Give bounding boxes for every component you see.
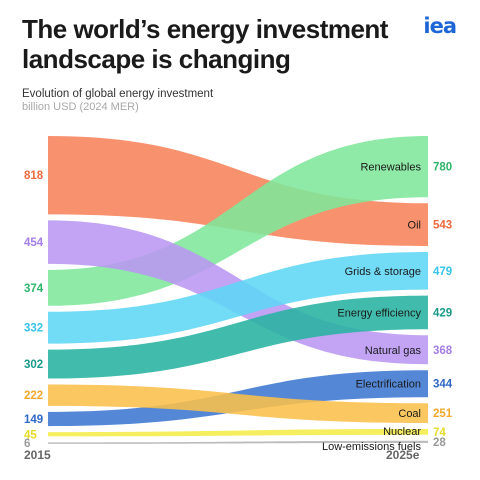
value-2025-coal: 251 — [433, 408, 453, 420]
series-label-low-emissions-fuels: Low-emissions fuels — [322, 441, 422, 453]
value-2025-energy-efficiency: 429 — [433, 307, 452, 319]
value-2015-low-emissions-fuels: 6 — [24, 438, 30, 450]
value-2025-natural-gas: 368 — [433, 345, 453, 357]
value-2015-grids-storage: 332 — [24, 323, 43, 335]
value-2015-renewables: 374 — [24, 283, 44, 295]
band-nuclear — [48, 428, 428, 437]
series-label-energy-efficiency: Energy efficiency — [337, 307, 421, 319]
series-label-natural-gas: Natural gas — [365, 345, 422, 357]
x-label-2025e: 2025e — [386, 448, 420, 462]
series-label-nuclear: Nuclear — [383, 426, 421, 438]
value-2015-electrification: 149 — [24, 414, 43, 426]
x-label-2015: 2015 — [24, 448, 51, 462]
value-2025-grids-storage: 479 — [433, 266, 452, 278]
value-2025-oil: 543 — [433, 220, 452, 232]
iea-logo: iea — [423, 14, 457, 38]
value-2025-electrification: 344 — [433, 379, 453, 391]
band-grids-storage — [48, 251, 428, 344]
chart-subtitle: Evolution of global energy investment — [22, 88, 214, 100]
series-label-coal: Coal — [398, 408, 421, 420]
value-2025-renewables: 780 — [433, 162, 452, 174]
page-title: The world’s energy investment landscape … — [22, 14, 388, 74]
series-label-oil: Oil — [408, 220, 421, 232]
value-2015-nuclear: 45 — [24, 429, 37, 441]
series-label-renewables: Renewables — [360, 162, 421, 174]
value-2025-low-emissions-fuels: 28 — [433, 437, 446, 449]
band-coal — [48, 384, 428, 423]
band-oil — [48, 136, 428, 246]
value-2015-coal: 222 — [24, 390, 43, 402]
value-2015-oil: 818 — [24, 170, 44, 182]
series-label-grids-storage: Grids & storage — [345, 266, 421, 278]
series-label-electrification: Electrification — [356, 379, 421, 391]
value-2015-natural-gas: 454 — [24, 237, 44, 249]
band-energy-efficiency — [48, 295, 428, 379]
chart-unit: billion USD (2024 MER) — [22, 101, 139, 113]
value-2015-energy-efficiency: 302 — [24, 359, 43, 371]
band-low-emissions-fuels — [48, 440, 428, 444]
value-2025-nuclear: 74 — [433, 427, 446, 439]
